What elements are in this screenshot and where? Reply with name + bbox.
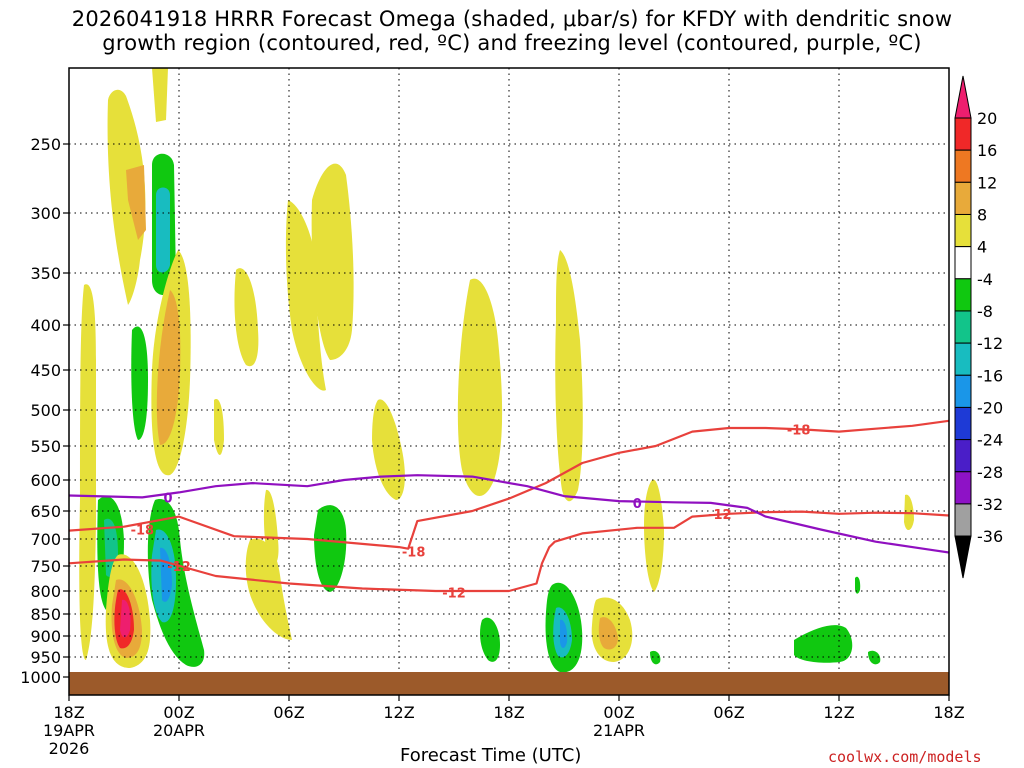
omega-feature: [126, 165, 146, 240]
colorbar-segment: [954, 181, 972, 215]
y-tick-label: 900: [30, 627, 61, 646]
x-tick-date: 20APR: [153, 721, 205, 740]
x-tick-label: 12Z: [823, 703, 854, 722]
y-tick-label: 1000: [20, 668, 61, 687]
colorbar-label: -28: [977, 463, 1003, 482]
colorbar-label: 8: [977, 205, 987, 224]
x-tick-label: 00Z: [163, 703, 194, 722]
colorbar-label: -24: [977, 431, 1003, 450]
contour-label: -12: [708, 508, 732, 523]
omega-feature: [120, 599, 131, 638]
dendritic-contour-line: [69, 510, 949, 593]
omega-feature: [285, 200, 326, 391]
omega-feature: [794, 625, 853, 663]
chart-title-line2: growth region (contoured, red, ºC) and f…: [102, 31, 922, 55]
colorbar-label: -4: [977, 270, 993, 289]
colorbar-segment: [954, 406, 972, 441]
omega-feature: [555, 250, 583, 502]
y-tick-label: 400: [30, 316, 61, 335]
colorbar-label: -20: [977, 398, 1003, 417]
ground-surface: [69, 672, 949, 695]
colorbar-segment: [954, 503, 972, 537]
colorbar-segment: [954, 310, 972, 344]
y-tick-label: 750: [30, 557, 61, 576]
omega-feature: [457, 278, 503, 497]
colorbar-arrow-bottom: [954, 535, 972, 579]
colorbar-label: 16: [977, 141, 997, 160]
omega-feature: [152, 68, 168, 122]
x-tick-label: 06Z: [713, 703, 744, 722]
colorbar-label: 12: [977, 173, 997, 192]
omega-feature: [480, 617, 500, 662]
omega-feature: [156, 290, 181, 445]
colorbar-segment: [954, 374, 972, 408]
colorbar-label: -16: [977, 366, 1003, 385]
omega-feature: [868, 650, 881, 665]
omega-feature: [598, 617, 618, 650]
omega-feature: [234, 268, 259, 367]
chart-title-line1: 2026041918 HRRR Forecast Omega (shaded, …: [71, 7, 953, 31]
colorbar-label: -8: [977, 302, 993, 321]
contour-label: -18: [787, 423, 811, 438]
colorbar-segment: [954, 149, 972, 183]
colorbar-segment: [954, 213, 972, 248]
omega-feature: [855, 576, 861, 594]
omega-feature: [644, 479, 664, 592]
omega-feature: [79, 284, 96, 660]
x-tick-label: 12Z: [383, 703, 414, 722]
y-tick-label: 550: [30, 437, 61, 456]
colorbar-arrow-top: [954, 75, 972, 119]
colorbar-label: -32: [977, 495, 1003, 514]
y-tick-label: 600: [30, 471, 61, 490]
omega-feature: [245, 538, 292, 640]
omega-feature: [314, 505, 347, 592]
x-tick-date: 19APR: [43, 721, 95, 740]
colorbar-segment: [954, 278, 972, 312]
colorbar-label: 20: [977, 109, 997, 128]
omega-feature: [214, 399, 224, 455]
omega-feature: [650, 650, 661, 665]
contour-label: -12: [442, 586, 466, 601]
contour-label: -12: [167, 560, 191, 575]
colorbar-label: 4: [977, 238, 987, 257]
y-tick-label: 950: [30, 648, 61, 667]
x-tick-label: 18Z: [493, 703, 524, 722]
colorbar-segment: [954, 471, 972, 505]
x-tick-year: 2026: [49, 739, 90, 758]
x-tick-label: 18Z: [933, 703, 964, 722]
colorbar-label: -12: [977, 334, 1003, 353]
y-tick-label: 350: [30, 264, 61, 283]
colorbar-segment: [954, 342, 972, 376]
omega-feature: [560, 619, 568, 648]
freezing-level-line: [69, 474, 949, 554]
y-tick-label: 450: [30, 361, 61, 380]
y-tick-label: 500: [30, 401, 61, 420]
y-tick-label: 700: [30, 530, 61, 549]
dendritic-contour-line: [69, 419, 949, 550]
omega-feature: [156, 187, 170, 273]
contour-label: 0: [633, 497, 642, 512]
y-tick-label: 850: [30, 605, 61, 624]
contour-label: -18: [131, 523, 155, 538]
x-axis-label: Forecast Time (UTC): [400, 745, 582, 766]
colorbar-label: -36: [977, 527, 1003, 546]
y-tick-label: 250: [30, 135, 61, 154]
omega-feature: [131, 326, 148, 440]
x-tick-label: 00Z: [603, 703, 634, 722]
colorbar-segment: [954, 246, 972, 280]
y-tick-label: 800: [30, 582, 61, 601]
y-tick-label: 650: [30, 502, 61, 521]
x-tick-label: 18Z: [53, 703, 84, 722]
omega-feature: [372, 399, 405, 500]
contour-label: -18: [402, 545, 426, 560]
x-tick-label: 06Z: [273, 703, 304, 722]
y-tick-label: 300: [30, 204, 61, 223]
contour-label: 0: [163, 491, 172, 506]
x-tick-date: 21APR: [593, 721, 645, 740]
colorbar-segment: [954, 439, 972, 473]
credit-text: coolwx.com/models: [828, 748, 982, 766]
colorbar-segment: [954, 117, 972, 151]
